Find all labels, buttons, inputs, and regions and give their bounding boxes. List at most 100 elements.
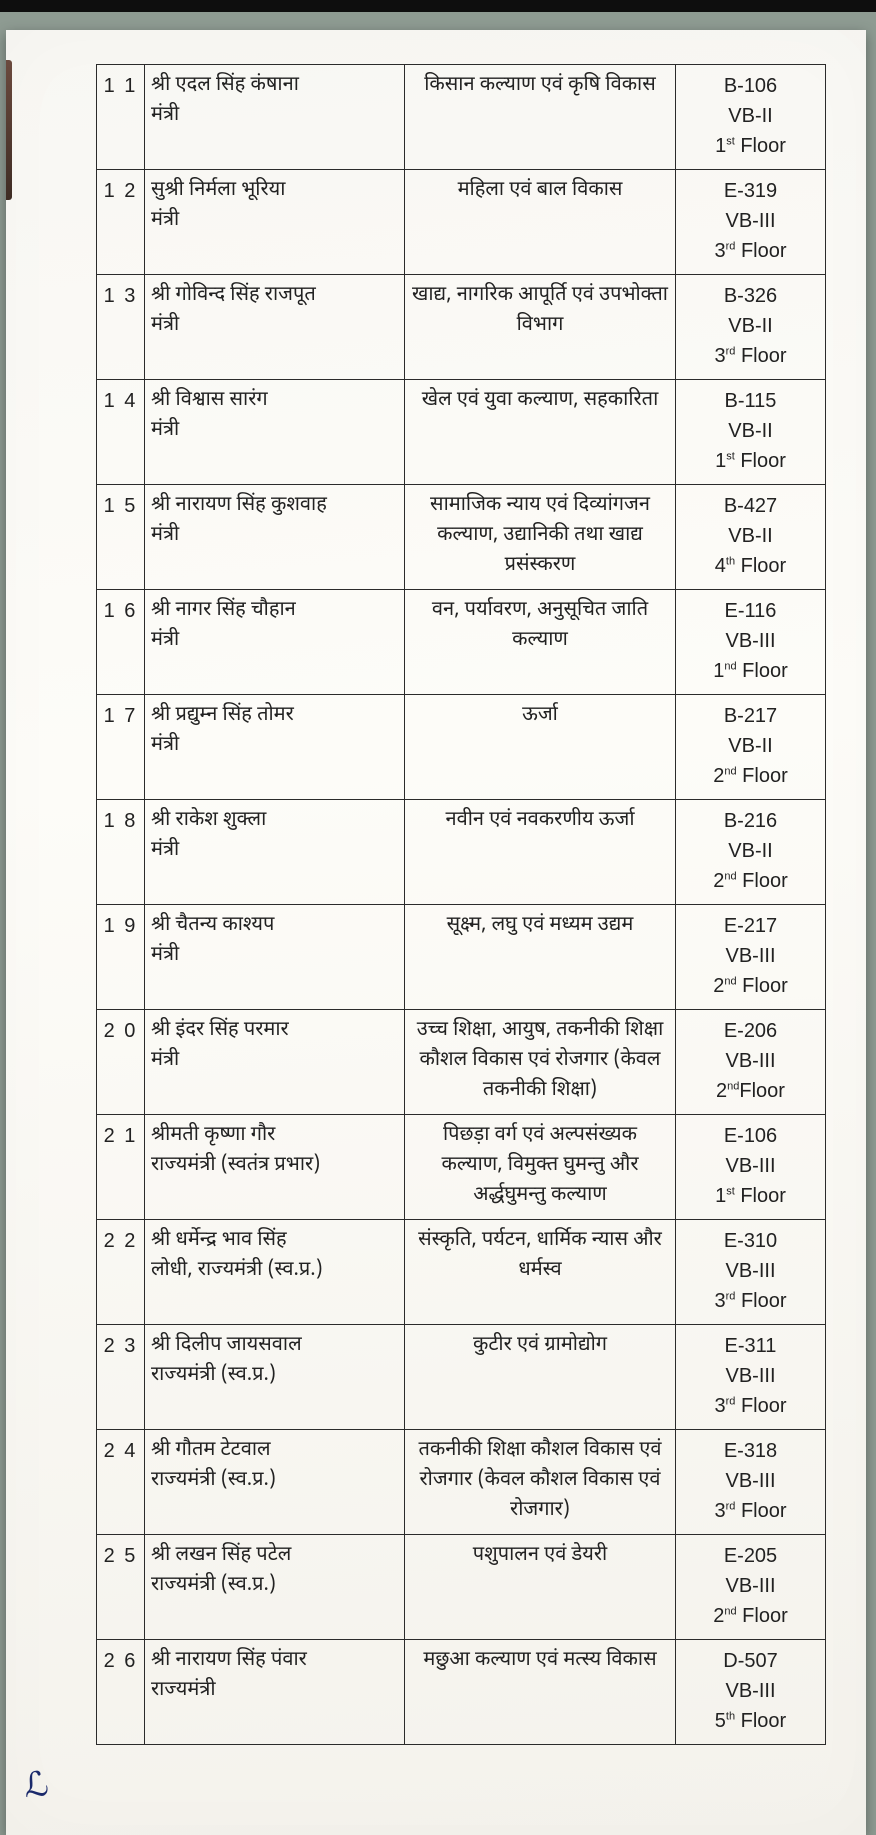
minister-name-cell: श्री लखन सिंह पटेलराज्यमंत्री (स्व.प्र.) bbox=[145, 1535, 405, 1640]
minister-name-cell: श्री राकेश शुक्लामंत्री bbox=[145, 800, 405, 905]
serial-number: 2 6 bbox=[97, 1640, 145, 1745]
table-row: 1 6श्री नागर सिंह चौहानमंत्रीवन, पर्यावर… bbox=[97, 590, 826, 695]
minister-designation: राज्यमंत्री bbox=[151, 1676, 398, 1706]
serial-number: 2 4 bbox=[97, 1430, 145, 1535]
table-row: 1 7श्री प्रद्युम्न सिंह तोमरमंत्रीऊर्जाB… bbox=[97, 695, 826, 800]
office-location: E-116VB-III1nd Floor bbox=[676, 590, 826, 695]
table-row: 2 0श्री इंदर सिंह परमारमंत्रीउच्च शिक्षा… bbox=[97, 1010, 826, 1115]
minister-name: श्री दिलीप जायसवाल bbox=[151, 1333, 302, 1359]
serial-number: 1 1 bbox=[97, 65, 145, 170]
office-location: D-507VB-III5th Floor bbox=[676, 1640, 826, 1745]
department: सामाजिक न्याय एवं दिव्यांगजन कल्याण, उद्… bbox=[405, 485, 676, 590]
table-row: 1 1श्री एदल सिंह कंषानामंत्रीकिसान कल्या… bbox=[97, 65, 826, 170]
minister-name-cell: श्रीमती कृष्णा गौरराज्यमंत्री (स्वतंत्र … bbox=[145, 1115, 405, 1220]
department: किसान कल्याण एवं कृषि विकास bbox=[405, 65, 676, 170]
minister-name-cell: श्री नारायण सिंह पंवारराज्यमंत्री bbox=[145, 1640, 405, 1745]
minister-name: श्री राकेश शुक्ला bbox=[151, 808, 266, 834]
department: कुटीर एवं ग्रामोद्योग bbox=[405, 1325, 676, 1430]
minister-designation: मंत्री bbox=[151, 941, 398, 971]
minister-name-cell: श्री गौतम टेटवालराज्यमंत्री (स्व.प्र.) bbox=[145, 1430, 405, 1535]
serial-number: 2 5 bbox=[97, 1535, 145, 1640]
office-location: B-217VB-II2nd Floor bbox=[676, 695, 826, 800]
minister-designation: मंत्री bbox=[151, 731, 398, 761]
minister-name: श्री चैतन्य काश्यप bbox=[151, 913, 274, 939]
minister-designation: मंत्री bbox=[151, 101, 398, 131]
serial-number: 2 3 bbox=[97, 1325, 145, 1430]
minister-name: श्री लखन सिंह पटेल bbox=[151, 1543, 291, 1569]
department: खाद्य, नागरिक आपूर्ति एवं उपभोक्ता विभाग bbox=[405, 275, 676, 380]
minister-name: सुश्री निर्मला भूरिया bbox=[151, 178, 285, 204]
minister-name: श्री एदल सिंह कंषाना bbox=[151, 73, 299, 99]
serial-number: 1 3 bbox=[97, 275, 145, 380]
department: पशुपालन एवं डेयरी bbox=[405, 1535, 676, 1640]
serial-number: 2 0 bbox=[97, 1010, 145, 1115]
minister-name-cell: श्री एदल सिंह कंषानामंत्री bbox=[145, 65, 405, 170]
minister-designation: मंत्री bbox=[151, 626, 398, 656]
minister-designation: मंत्री bbox=[151, 521, 398, 551]
serial-number: 2 2 bbox=[97, 1220, 145, 1325]
table-row: 2 2श्री धर्मेन्द्र भाव सिंहलोधी, राज्यमं… bbox=[97, 1220, 826, 1325]
minister-name-cell: श्री गोविन्द सिंह राजपूतमंत्री bbox=[145, 275, 405, 380]
office-location: E-106VB-III1st Floor bbox=[676, 1115, 826, 1220]
minister-name: श्री गौतम टेटवाल bbox=[151, 1438, 271, 1464]
minister-designation: लोधी, राज्यमंत्री (स्व.प्र.) bbox=[151, 1256, 398, 1286]
minister-designation: राज्यमंत्री (स्व.प्र.) bbox=[151, 1466, 398, 1496]
department: उच्च शिक्षा, आयुष, तकनीकी शिक्षा कौशल वि… bbox=[405, 1010, 676, 1115]
table-row: 1 4श्री विश्वास सारंगमंत्रीखेल एवं युवा … bbox=[97, 380, 826, 485]
serial-number: 1 2 bbox=[97, 170, 145, 275]
minister-name: श्री नागर सिंह चौहान bbox=[151, 598, 296, 624]
department: खेल एवं युवा कल्याण, सहकारिता bbox=[405, 380, 676, 485]
table-row: 2 5श्री लखन सिंह पटेलराज्यमंत्री (स्व.प्… bbox=[97, 1535, 826, 1640]
department: महिला एवं बाल विकास bbox=[405, 170, 676, 275]
minister-designation: मंत्री bbox=[151, 416, 398, 446]
minister-name-cell: श्री विश्वास सारंगमंत्री bbox=[145, 380, 405, 485]
table-row: 1 5श्री नारायण सिंह कुशवाहमंत्रीसामाजिक … bbox=[97, 485, 826, 590]
minister-name: श्रीमती कृष्णा गौर bbox=[151, 1123, 275, 1149]
minister-name-cell: श्री चैतन्य काश्यपमंत्री bbox=[145, 905, 405, 1010]
office-location: B-326VB-II3rd Floor bbox=[676, 275, 826, 380]
minister-name-cell: श्री इंदर सिंह परमारमंत्री bbox=[145, 1010, 405, 1115]
office-location: E-205VB-III2nd Floor bbox=[676, 1535, 826, 1640]
department: सूक्ष्म, लघु एवं मध्यम उद्यम bbox=[405, 905, 676, 1010]
department: नवीन एवं नवकरणीय ऊर्जा bbox=[405, 800, 676, 905]
office-location: B-106VB-II1st Floor bbox=[676, 65, 826, 170]
table-row: 2 3श्री दिलीप जायसवालराज्यमंत्री (स्व.प्… bbox=[97, 1325, 826, 1430]
office-location: E-217VB-III2nd Floor bbox=[676, 905, 826, 1010]
minister-name: श्री विश्वास सारंग bbox=[151, 388, 268, 414]
minister-designation: राज्यमंत्री (स्वतंत्र प्रभार) bbox=[151, 1151, 398, 1181]
serial-number: 1 4 bbox=[97, 380, 145, 485]
office-location: E-318VB-III3rd Floor bbox=[676, 1430, 826, 1535]
table-row: 1 3श्री गोविन्द सिंह राजपूतमंत्रीखाद्य, … bbox=[97, 275, 826, 380]
minister-name-cell: सुश्री निर्मला भूरियामंत्री bbox=[145, 170, 405, 275]
minister-name-cell: श्री धर्मेन्द्र भाव सिंहलोधी, राज्यमंत्र… bbox=[145, 1220, 405, 1325]
table-row: 1 2सुश्री निर्मला भूरियामंत्रीमहिला एवं … bbox=[97, 170, 826, 275]
minister-name: श्री गोविन्द सिंह राजपूत bbox=[151, 283, 316, 309]
minister-designation: मंत्री bbox=[151, 206, 398, 236]
department: मछुआ कल्याण एवं मत्स्य विकास bbox=[405, 1640, 676, 1745]
ministers-table: 1 1श्री एदल सिंह कंषानामंत्रीकिसान कल्या… bbox=[96, 64, 826, 1745]
table-row: 2 4श्री गौतम टेटवालराज्यमंत्री (स्व.प्र.… bbox=[97, 1430, 826, 1535]
minister-name-cell: श्री प्रद्युम्न सिंह तोमरमंत्री bbox=[145, 695, 405, 800]
serial-number: 1 5 bbox=[97, 485, 145, 590]
table-row: 1 8श्री राकेश शुक्लामंत्रीनवीन एवं नवकरण… bbox=[97, 800, 826, 905]
minister-designation: राज्यमंत्री (स्व.प्र.) bbox=[151, 1571, 398, 1601]
serial-number: 1 9 bbox=[97, 905, 145, 1010]
handwritten-signature: ℒ bbox=[22, 1764, 51, 1806]
department: वन, पर्यावरण, अनुसूचित जाति कल्याण bbox=[405, 590, 676, 695]
minister-designation: मंत्री bbox=[151, 1046, 398, 1076]
table-row: 2 6श्री नारायण सिंह पंवारराज्यमंत्रीमछुआ… bbox=[97, 1640, 826, 1745]
department: पिछड़ा वर्ग एवं अल्पसंख्यक कल्याण, विमुक… bbox=[405, 1115, 676, 1220]
office-location: E-319VB-III3rd Floor bbox=[676, 170, 826, 275]
page-binding-edge bbox=[6, 60, 12, 200]
department: संस्कृति, पर्यटन, धार्मिक न्यास और धर्मस… bbox=[405, 1220, 676, 1325]
minister-name: श्री प्रद्युम्न सिंह तोमर bbox=[151, 703, 294, 729]
minister-name-cell: श्री नागर सिंह चौहानमंत्री bbox=[145, 590, 405, 695]
office-location: E-310VB-III3rd Floor bbox=[676, 1220, 826, 1325]
minister-name-cell: श्री दिलीप जायसवालराज्यमंत्री (स्व.प्र.) bbox=[145, 1325, 405, 1430]
serial-number: 1 7 bbox=[97, 695, 145, 800]
minister-name: श्री इंदर सिंह परमार bbox=[151, 1018, 289, 1044]
minister-name: श्री नारायण सिंह कुशवाह bbox=[151, 493, 327, 519]
department: तकनीकी शिक्षा कौशल विकास एवं रोजगार (केव… bbox=[405, 1430, 676, 1535]
office-location: B-427VB-II4th Floor bbox=[676, 485, 826, 590]
minister-designation: मंत्री bbox=[151, 311, 398, 341]
